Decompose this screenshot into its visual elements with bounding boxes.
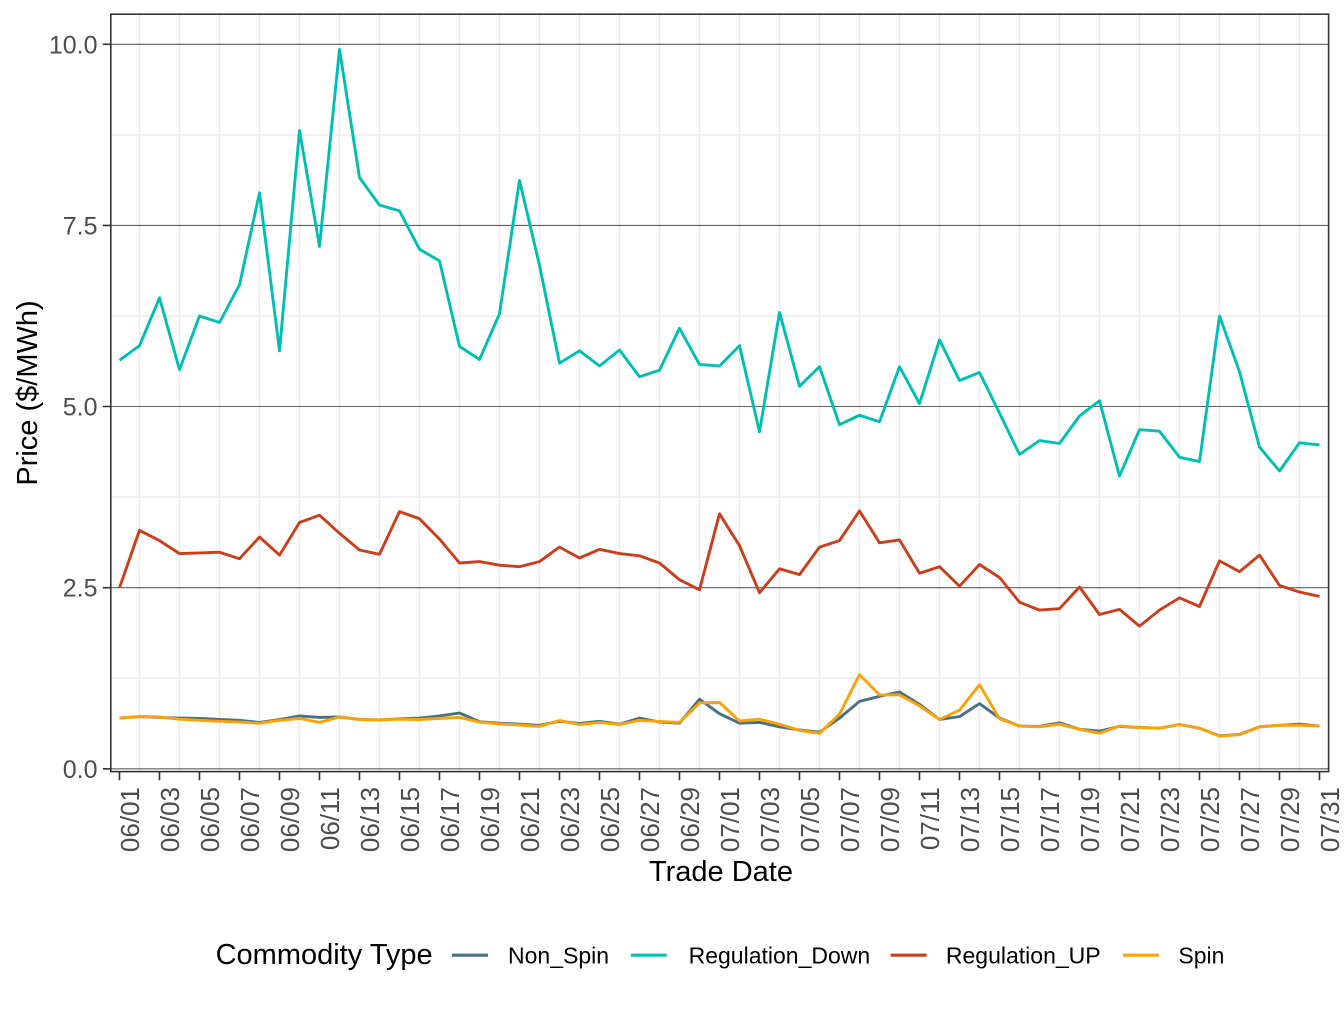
svg-text:06/05: 06/05 xyxy=(195,787,225,852)
svg-text:07/23: 07/23 xyxy=(1155,787,1185,852)
svg-text:07/05: 07/05 xyxy=(795,787,825,852)
svg-text:06/11: 06/11 xyxy=(315,787,345,850)
svg-text:07/13: 07/13 xyxy=(955,787,985,852)
svg-text:Regulation_Down: Regulation_Down xyxy=(689,943,871,969)
svg-text:06/09: 06/09 xyxy=(275,787,305,852)
svg-text:07/01: 07/01 xyxy=(715,787,745,852)
svg-text:06/25: 06/25 xyxy=(595,787,625,852)
svg-text:06/01: 06/01 xyxy=(115,787,145,852)
svg-text:0.0: 0.0 xyxy=(63,756,98,784)
svg-text:06/13: 06/13 xyxy=(355,787,385,852)
svg-text:06/15: 06/15 xyxy=(395,787,425,852)
svg-text:7.5: 7.5 xyxy=(63,212,98,240)
svg-text:07/29: 07/29 xyxy=(1275,787,1305,852)
svg-text:07/25: 07/25 xyxy=(1195,787,1225,852)
svg-text:07/03: 07/03 xyxy=(755,787,785,852)
svg-text:07/21: 07/21 xyxy=(1115,787,1145,852)
svg-text:07/17: 07/17 xyxy=(1035,787,1065,852)
svg-text:Commodity Type: Commodity Type xyxy=(216,939,433,971)
svg-text:06/23: 06/23 xyxy=(555,787,585,852)
svg-text:07/15: 07/15 xyxy=(995,787,1025,852)
svg-text:07/31: 07/31 xyxy=(1315,787,1344,852)
svg-text:07/11: 07/11 xyxy=(915,787,945,850)
svg-text:Spin: Spin xyxy=(1178,943,1224,969)
svg-text:07/09: 07/09 xyxy=(875,787,905,852)
svg-text:5.0: 5.0 xyxy=(63,394,98,422)
svg-text:06/17: 06/17 xyxy=(435,787,465,852)
svg-text:07/27: 07/27 xyxy=(1235,787,1265,852)
svg-text:2.5: 2.5 xyxy=(63,575,98,603)
svg-text:Regulation_UP: Regulation_UP xyxy=(946,943,1101,969)
svg-text:06/03: 06/03 xyxy=(155,787,185,852)
svg-text:Trade Date: Trade Date xyxy=(649,856,793,888)
svg-text:06/29: 06/29 xyxy=(675,787,705,852)
svg-text:07/07: 07/07 xyxy=(835,787,865,852)
svg-text:06/19: 06/19 xyxy=(475,787,505,852)
svg-text:06/07: 06/07 xyxy=(235,787,265,852)
svg-text:06/27: 06/27 xyxy=(635,787,665,852)
svg-text:Non_Spin: Non_Spin xyxy=(508,943,609,969)
svg-text:06/21: 06/21 xyxy=(515,787,545,852)
svg-text:10.0: 10.0 xyxy=(49,31,98,59)
svg-text:07/19: 07/19 xyxy=(1075,787,1105,852)
svg-text:Price ($/MWh): Price ($/MWh) xyxy=(12,300,44,485)
